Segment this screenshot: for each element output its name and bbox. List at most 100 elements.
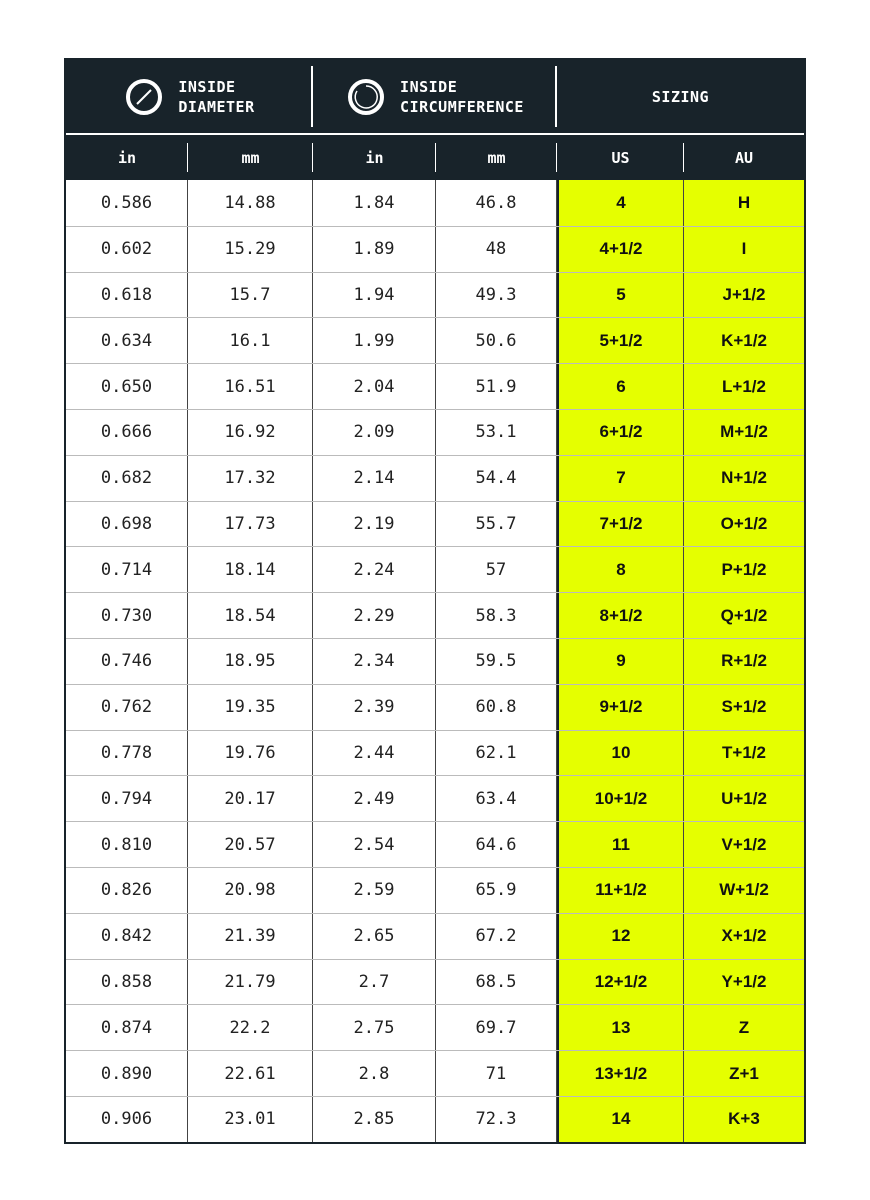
cell-diameter-mm: 19.35 xyxy=(188,684,313,730)
table-row: 0.826 20.98 2.59 65.9 11+1/2 W+1/2 xyxy=(66,866,804,913)
cell-diameter-in: 0.730 xyxy=(66,593,188,638)
cell-circumference-mm: 54.4 xyxy=(436,455,557,501)
table-row: 0.586 14.88 1.84 46.8 4 H xyxy=(66,180,804,226)
group-label-line2: CIRCUMFERENCE xyxy=(400,97,524,116)
cell-diameter-mm: 18.95 xyxy=(188,638,313,684)
group-label-line1: INSIDE xyxy=(178,77,236,96)
cell-au-size: J+1/2 xyxy=(684,272,804,318)
cell-us-size: 12 xyxy=(557,913,684,959)
cell-circumference-in: 2.49 xyxy=(313,776,436,822)
col-header-au: AU xyxy=(734,148,754,167)
cell-circumference-in: 1.89 xyxy=(313,226,436,272)
cell-us-size: 11+1/2 xyxy=(557,867,684,913)
cell-au-size: L+1/2 xyxy=(684,364,804,409)
cell-circumference-mm: 65.9 xyxy=(436,867,557,913)
cell-diameter-in: 0.682 xyxy=(66,455,188,501)
cell-circumference-in: 1.94 xyxy=(313,272,436,318)
col-header-diameter-mm: mm xyxy=(188,135,313,180)
cell-diameter-in: 0.890 xyxy=(66,1051,188,1096)
cell-circumference-mm: 64.6 xyxy=(436,822,557,867)
cell-diameter-in: 0.746 xyxy=(66,638,188,684)
cell-diameter-mm: 15.7 xyxy=(188,272,313,318)
cell-diameter-mm: 21.79 xyxy=(188,959,313,1005)
cell-au-size: H xyxy=(684,180,804,226)
table-row: 0.890 22.61 2.8 71 13+1/2 Z+1 xyxy=(66,1050,804,1096)
cell-circumference-in: 2.39 xyxy=(313,684,436,730)
cell-diameter-mm: 17.73 xyxy=(188,501,313,547)
cell-au-size: V+1/2 xyxy=(684,822,804,867)
cell-circumference-mm: 67.2 xyxy=(436,913,557,959)
cell-diameter-mm: 21.39 xyxy=(188,913,313,959)
cell-au-size: O+1/2 xyxy=(684,501,804,547)
cell-circumference-in: 2.09 xyxy=(313,409,436,455)
cell-diameter-in: 0.714 xyxy=(66,547,188,593)
cell-diameter-in: 0.602 xyxy=(66,226,188,272)
table-row: 0.682 17.32 2.14 54.4 7 N+1/2 xyxy=(66,454,804,501)
cell-diameter-in: 0.762 xyxy=(66,684,188,730)
cell-us-size: 4+1/2 xyxy=(557,226,684,272)
cell-circumference-in: 2.8 xyxy=(313,1051,436,1096)
cell-diameter-in: 0.698 xyxy=(66,501,188,547)
cell-diameter-in: 0.826 xyxy=(66,867,188,913)
group-label-line2: DIAMETER xyxy=(178,97,255,116)
table-row: 0.874 22.2 2.75 69.7 13 Z xyxy=(66,1004,804,1051)
col-header-diameter-in: in xyxy=(66,135,188,180)
cell-au-size: K+1/2 xyxy=(684,318,804,364)
cell-au-size: Z+1 xyxy=(684,1051,804,1096)
cell-diameter-mm: 22.2 xyxy=(188,1005,313,1051)
cell-diameter-in: 0.634 xyxy=(66,318,188,364)
cell-circumference-mm: 72.3 xyxy=(436,1096,557,1142)
cell-au-size: I xyxy=(684,226,804,272)
col-header-us: US xyxy=(557,135,684,180)
group-inside-circumference: INSIDE CIRCUMFERENCE xyxy=(313,60,557,133)
cell-us-size: 12+1/2 xyxy=(557,959,684,1005)
group-label: SIZING xyxy=(651,87,710,106)
table-row: 0.842 21.39 2.65 67.2 12 X+1/2 xyxy=(66,912,804,959)
cell-us-size: 7+1/2 xyxy=(557,501,684,547)
cell-circumference-in: 2.65 xyxy=(313,913,436,959)
cell-circumference-in: 2.19 xyxy=(313,501,436,547)
cell-diameter-mm: 22.61 xyxy=(188,1051,313,1096)
cell-au-size: Y+1/2 xyxy=(684,959,804,1005)
cell-au-size: P+1/2 xyxy=(684,547,804,593)
cell-au-size: U+1/2 xyxy=(684,776,804,822)
cell-au-size: T+1/2 xyxy=(684,730,804,776)
cell-circumference-mm: 69.7 xyxy=(436,1005,557,1051)
cell-diameter-mm: 15.29 xyxy=(188,226,313,272)
cell-diameter-in: 0.874 xyxy=(66,1005,188,1051)
table-body: 0.586 14.88 1.84 46.8 4 H 0.602 15.29 1.89 48 4+1/… xyxy=(66,180,804,1142)
cell-diameter-mm: 19.76 xyxy=(188,730,313,776)
cell-circumference-mm: 63.4 xyxy=(436,776,557,822)
group-sizing: SIZING xyxy=(557,60,804,133)
table-row: 0.778 19.76 2.44 62.1 10 T+1/2 xyxy=(66,729,804,776)
cell-diameter-in: 0.842 xyxy=(66,913,188,959)
cell-us-size: 9+1/2 xyxy=(557,684,684,730)
cell-circumference-mm: 58.3 xyxy=(436,593,557,638)
cell-circumference-in: 2.24 xyxy=(313,547,436,593)
cell-us-size: 10 xyxy=(557,730,684,776)
cell-circumference-in: 2.85 xyxy=(313,1096,436,1142)
cell-diameter-in: 0.650 xyxy=(66,364,188,409)
cell-circumference-mm: 71 xyxy=(436,1051,557,1096)
cell-us-size: 10+1/2 xyxy=(557,776,684,822)
cell-au-size: N+1/2 xyxy=(684,455,804,501)
group-label-line1: INSIDE xyxy=(400,77,458,96)
cell-diameter-mm: 18.14 xyxy=(188,547,313,593)
cell-diameter-in: 0.618 xyxy=(66,272,188,318)
cell-diameter-mm: 20.17 xyxy=(188,776,313,822)
cell-au-size: S+1/2 xyxy=(684,684,804,730)
cell-au-size: M+1/2 xyxy=(684,409,804,455)
table-row: 0.794 20.17 2.49 63.4 10+1/2 U+1/2 xyxy=(66,775,804,822)
cell-circumference-in: 2.29 xyxy=(313,593,436,638)
cell-us-size: 11 xyxy=(557,822,684,867)
table-row: 0.762 19.35 2.39 60.8 9+1/2 S+1/2 xyxy=(66,683,804,730)
cell-circumference-in: 2.7 xyxy=(313,959,436,1005)
cell-us-size: 13 xyxy=(557,1005,684,1051)
cell-au-size: X+1/2 xyxy=(684,913,804,959)
cell-circumference-mm: 53.1 xyxy=(436,409,557,455)
cell-circumference-in: 2.34 xyxy=(313,638,436,684)
column-header-row: in mm in mm US AU xyxy=(66,135,804,180)
cell-circumference-mm: 62.1 xyxy=(436,730,557,776)
cell-us-size: 9 xyxy=(557,638,684,684)
cell-circumference-mm: 57 xyxy=(436,547,557,593)
